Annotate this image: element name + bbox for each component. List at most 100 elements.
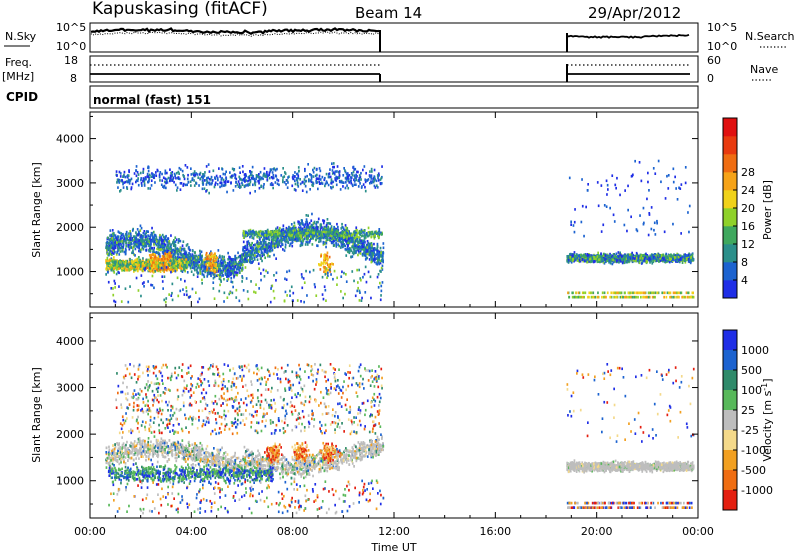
radar-cell [324, 231, 326, 234]
radar-cell [163, 240, 166, 243]
radar-cell [251, 248, 253, 252]
radar-cell [334, 170, 337, 173]
radar-cell [272, 236, 275, 240]
radar-cell [129, 238, 132, 242]
radar-cell [107, 264, 110, 268]
radar-cell [268, 173, 271, 177]
radar-cell [269, 233, 271, 237]
radar-cell [256, 258, 259, 261]
radar-cell [263, 238, 265, 241]
radar-cell [313, 232, 316, 235]
radar-cell [358, 251, 360, 254]
radar-cell [199, 173, 201, 176]
radar-cell [106, 252, 109, 255]
radar-cell [245, 179, 247, 182]
radar-cell [137, 242, 140, 246]
radar-cell [175, 238, 178, 241]
radar-cell [338, 238, 340, 242]
radar-cell [324, 184, 326, 188]
radar-cell [368, 258, 371, 261]
radar-cell [199, 177, 202, 180]
radar-cell [247, 233, 249, 237]
radar-cell [316, 228, 319, 232]
radar-cell [181, 169, 184, 173]
radar-cell [302, 238, 305, 241]
radar-cell [157, 257, 159, 260]
radar-cell [256, 174, 258, 177]
radar-cell [154, 238, 157, 241]
radar-cell [282, 227, 285, 231]
radar-cell [214, 183, 216, 187]
radar-cell [229, 260, 232, 263]
radar-cell [130, 264, 133, 268]
radar-cell [120, 263, 123, 267]
radar-cell [203, 267, 205, 271]
radar-cell [205, 255, 208, 258]
radar-cell [143, 230, 146, 233]
radar-cell [359, 182, 361, 185]
radar-cell [309, 173, 311, 176]
radar-cell [178, 256, 181, 259]
radar-cell [136, 228, 139, 231]
radar-cell [285, 235, 287, 238]
radar-cell [336, 165, 339, 168]
radar-cell [314, 230, 317, 233]
radar-cell [360, 234, 363, 238]
radar-cell [359, 250, 362, 253]
radar-cell [232, 258, 235, 261]
radar-cell [108, 262, 110, 266]
radar-cell [164, 262, 167, 265]
radar-cell [119, 190, 121, 193]
radar-cell [336, 170, 338, 173]
radar-cell [173, 263, 176, 266]
radar-cell [276, 178, 278, 181]
radar-cell [380, 233, 383, 236]
radar-cell [224, 271, 227, 274]
radar-cell [371, 170, 373, 173]
radar-cell [353, 180, 356, 183]
radar-cell [380, 259, 383, 262]
radar-cell [319, 268, 322, 271]
radar-cell [213, 268, 216, 272]
radar-cell [122, 268, 124, 272]
radar-cell [213, 270, 216, 274]
radar-cell [184, 265, 187, 268]
radar-cell [210, 250, 212, 253]
radar-cell [120, 243, 122, 247]
radar-cell [305, 240, 308, 244]
radar-cell [123, 269, 126, 272]
radar-cell [373, 249, 376, 252]
radar-cell [344, 169, 346, 172]
radar-cell [335, 234, 337, 237]
radar-cell [113, 233, 115, 237]
radar-cell [318, 174, 321, 178]
radar-cell [248, 253, 251, 257]
radar-cell [146, 264, 149, 267]
radar-cell [244, 254, 247, 258]
radar-cell [114, 245, 116, 249]
radar-cell [173, 241, 176, 244]
radar-cell [326, 263, 329, 266]
radar-cell [119, 189, 122, 192]
radar-cell [372, 180, 375, 184]
radar-cell [149, 246, 152, 249]
radar-cell [355, 226, 358, 229]
radar-cell [365, 244, 368, 248]
radar-cell [364, 178, 367, 181]
radar-cell [298, 169, 300, 173]
radar-cell [237, 180, 240, 183]
radar-cell [198, 260, 201, 264]
radar-cell [148, 264, 151, 268]
radar-cell [206, 189, 208, 192]
radar-cell [185, 244, 188, 247]
radar-cell [369, 248, 372, 251]
radar-cell [274, 233, 277, 237]
radar-cell [222, 264, 225, 268]
radar-cell [364, 189, 367, 193]
radar-cell [325, 230, 328, 234]
radar-cell [323, 178, 326, 182]
radar-cell [290, 223, 293, 226]
radar-cell [258, 237, 261, 241]
radar-cell [187, 253, 189, 257]
radar-cell [186, 256, 188, 260]
